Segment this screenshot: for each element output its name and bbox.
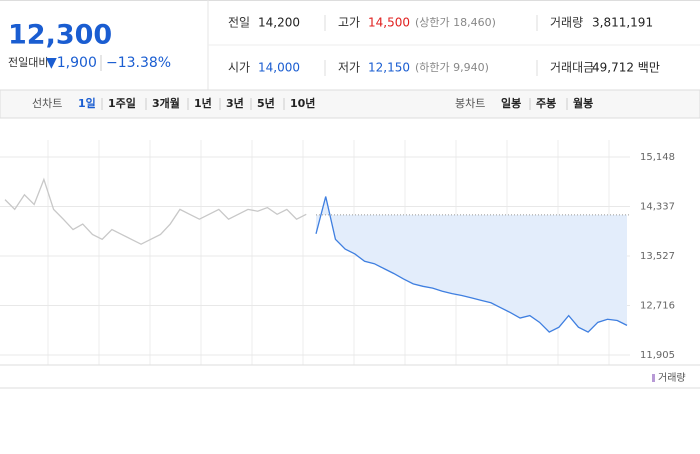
tab[interactable]: 3년: [226, 96, 244, 110]
change: ▼1,900: [46, 55, 97, 71]
tab[interactable]: 10년: [290, 96, 315, 110]
y-tick-label: 13,527: [640, 251, 675, 262]
field-label: 거래대금: [550, 61, 594, 75]
field-label: 시가: [228, 61, 250, 75]
field-label: 저가: [338, 61, 360, 75]
price: 12,300: [8, 20, 112, 51]
y-tick-label: 14,337: [640, 202, 675, 213]
tabs: 선차트 1일 1주일 3개월 1년 3년 5년 10년 봉차트 일봉 주봉 월봉: [32, 96, 593, 110]
legend-swatch: [652, 374, 655, 382]
tab[interactable]: 1일: [78, 96, 96, 110]
tab-group-label: 봉차트: [455, 97, 485, 110]
field-value: 14,200: [258, 16, 300, 30]
legend: 거래량: [658, 372, 686, 384]
change-pct: −13.38%: [106, 55, 171, 71]
field-value: 49,712 백만: [592, 61, 660, 75]
y-tick-label: 15,148: [640, 152, 675, 163]
field-value: 14,500: [368, 16, 410, 30]
tab-bar: [0, 89, 700, 119]
field-note: (하한가 9,940): [415, 60, 489, 74]
tab[interactable]: 5년: [257, 96, 275, 110]
tab[interactable]: 주봉: [536, 97, 556, 110]
field-note: (상한가 18,460): [415, 16, 496, 29]
field-label: 거래량: [550, 16, 583, 30]
y-tick-label: 11,905: [640, 350, 675, 361]
tab[interactable]: 1주일: [108, 96, 136, 110]
tab-group-label: 선차트: [32, 97, 62, 110]
tab[interactable]: 1년: [194, 96, 212, 110]
tab[interactable]: 일봉: [501, 96, 521, 110]
quote-table: 전일 14,200 고가 14,500 (상한가 18,460) 거래량 3,811,191…: [228, 15, 660, 76]
field-value: 12,150: [368, 61, 410, 75]
field-value: 3,811,191: [592, 16, 653, 30]
series-line: [4, 177, 307, 245]
chart: 11,905 12,716 13,527 14,337 15,148: [0, 140, 675, 365]
y-tick-label: 12,716: [640, 300, 675, 311]
field-label: 전일: [228, 16, 250, 30]
tab[interactable]: 3개월: [152, 96, 180, 110]
field-label: 고가: [338, 16, 360, 30]
field-value: 14,000: [258, 61, 300, 75]
tab[interactable]: 월봉: [573, 96, 593, 110]
change-label: 전일대비: [8, 55, 48, 69]
area: [316, 196, 627, 333]
series-line: [315, 196, 628, 333]
